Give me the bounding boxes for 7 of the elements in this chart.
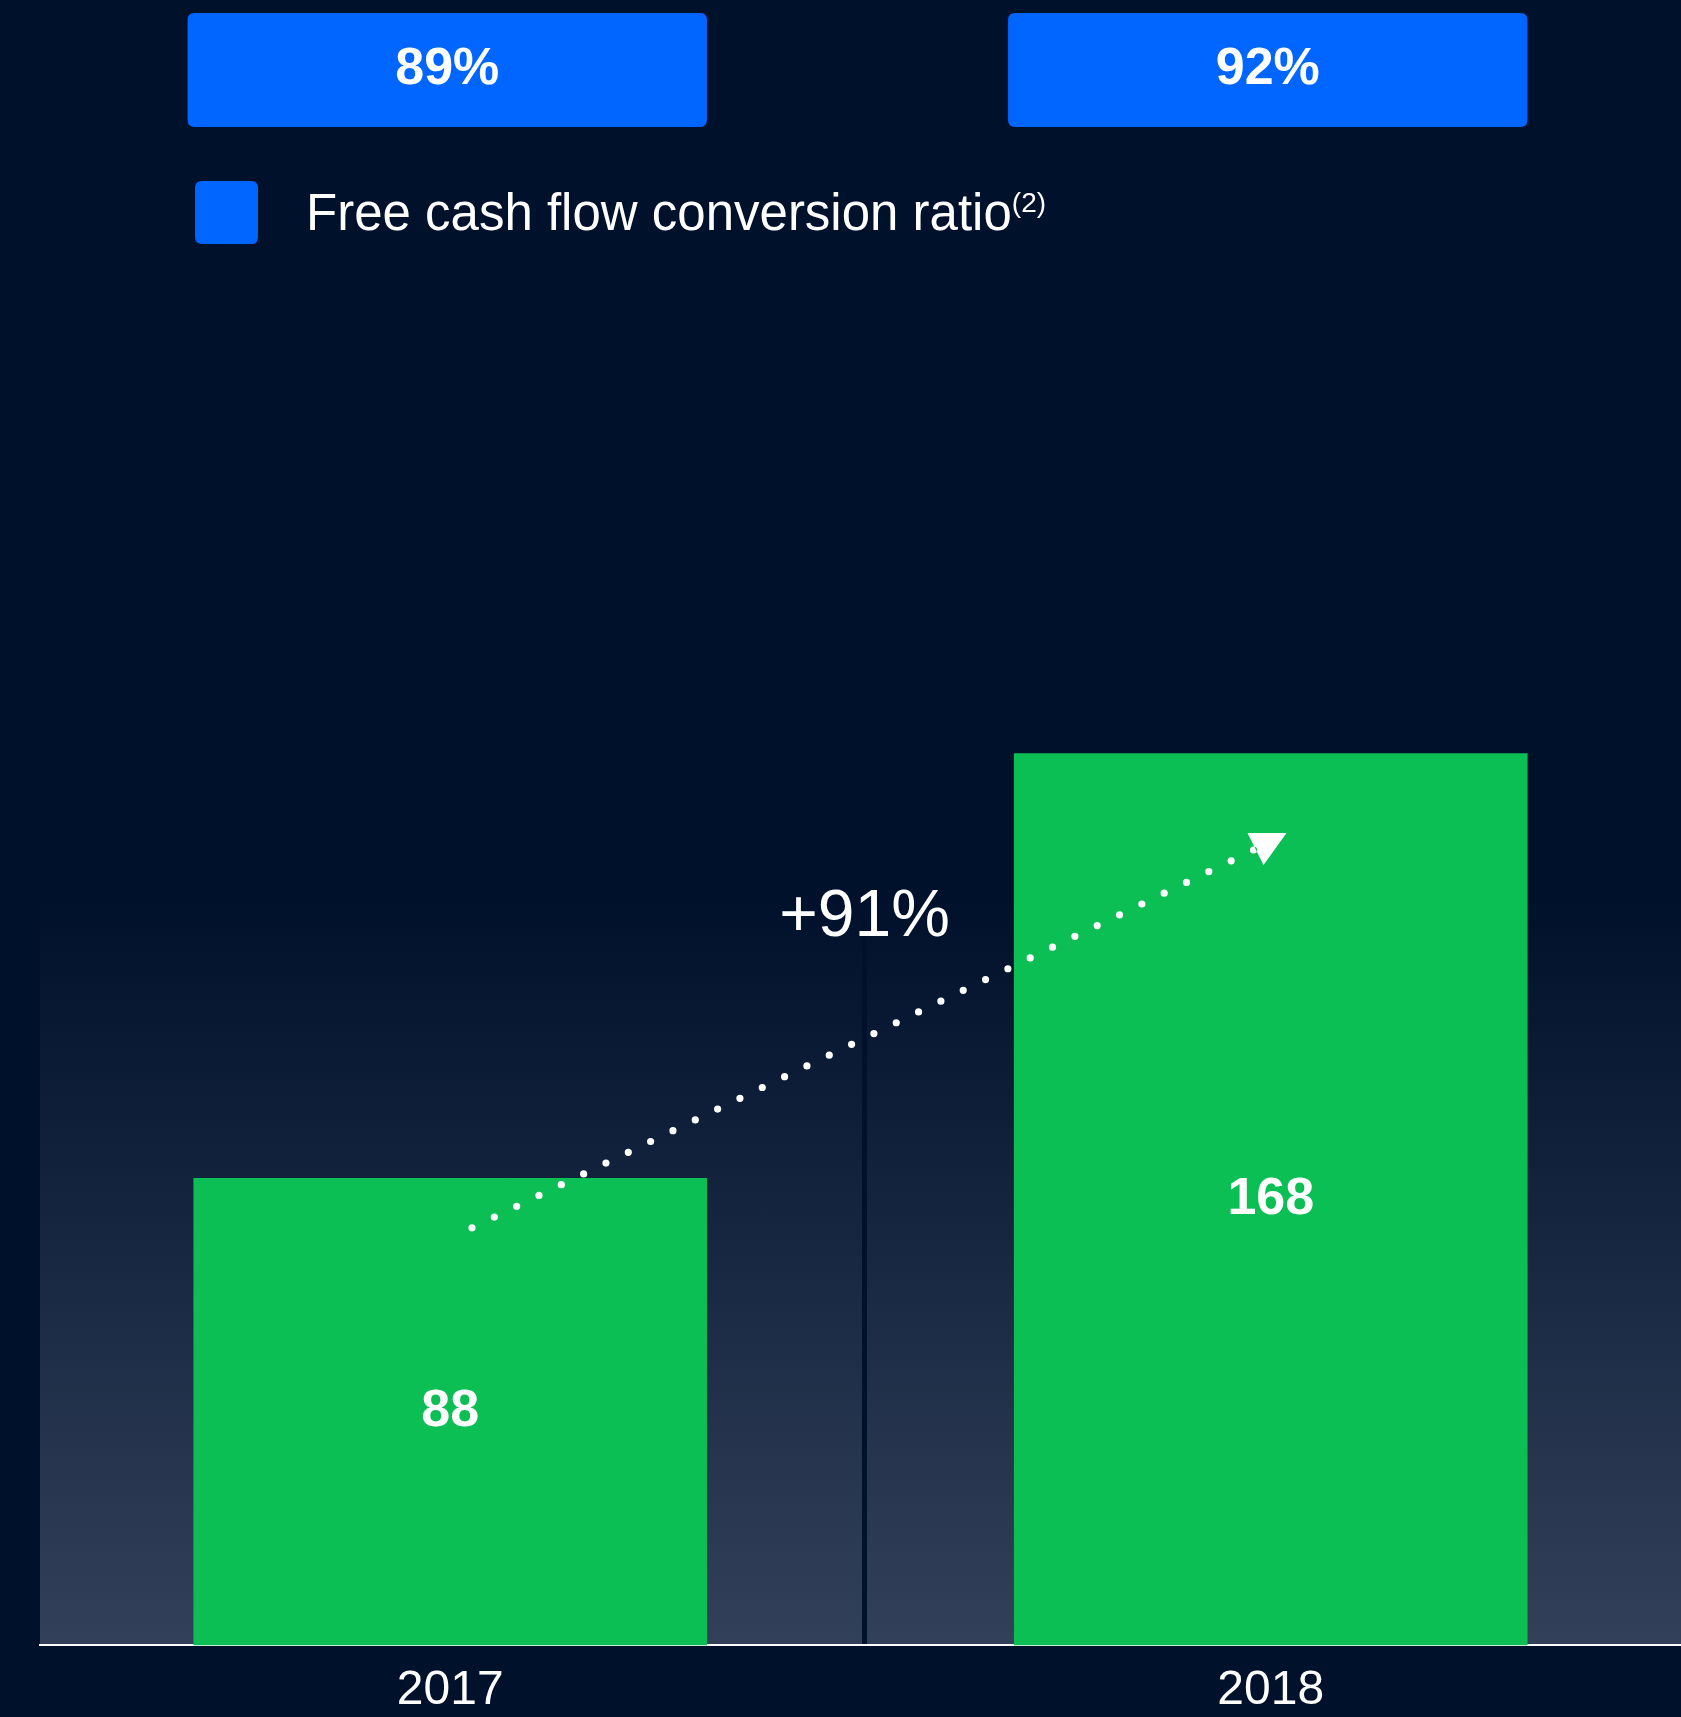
data-label: 89% [395, 37, 500, 96]
data-label: 92% [1215, 37, 1320, 96]
annotation: +91% [779, 875, 950, 950]
data-label: 88 [421, 1379, 480, 1438]
x-tick-label: 2017 [396, 1661, 504, 1715]
data-label: 168 [1227, 1166, 1315, 1225]
x-tick-label: 2018 [1217, 1661, 1325, 1715]
